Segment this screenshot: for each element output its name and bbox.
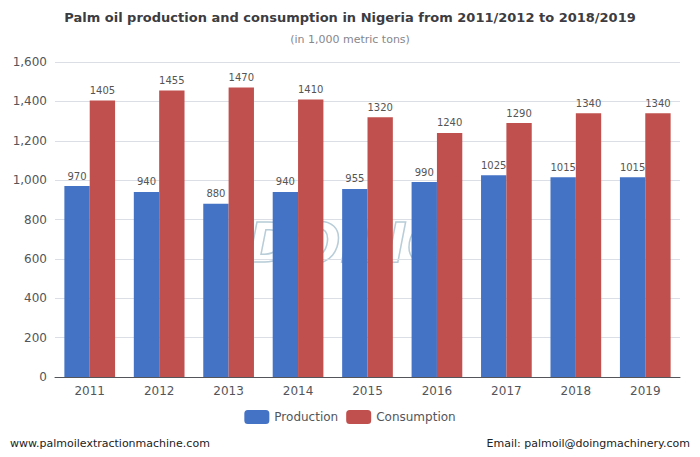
svg-text:940: 940: [276, 176, 295, 187]
svg-text:600: 600: [24, 252, 47, 266]
svg-text:880: 880: [206, 188, 225, 199]
svg-text:Production: Production: [274, 410, 338, 424]
svg-text:1410: 1410: [298, 84, 323, 95]
svg-text:2011: 2011: [74, 384, 105, 398]
svg-text:1455: 1455: [159, 75, 184, 86]
svg-text:www.palmoilextractionmachine.c: www.palmoilextractionmachine.com: [10, 437, 210, 450]
svg-text:2014: 2014: [283, 384, 314, 398]
svg-text:990: 990: [415, 167, 434, 178]
svg-text:0: 0: [39, 370, 47, 384]
svg-text:400: 400: [24, 291, 47, 305]
svg-text:1405: 1405: [90, 85, 115, 96]
svg-text:1470: 1470: [229, 72, 254, 83]
svg-text:1015: 1015: [620, 162, 645, 173]
svg-text:800: 800: [24, 213, 47, 227]
svg-text:1025: 1025: [481, 160, 506, 171]
svg-text:1340: 1340: [576, 98, 601, 109]
svg-text:2012: 2012: [144, 384, 175, 398]
svg-text:1240: 1240: [437, 117, 462, 128]
svg-text:1,400: 1,400: [13, 94, 47, 108]
svg-text:2016: 2016: [422, 384, 453, 398]
svg-text:Palm oil production and consum: Palm oil production and consumption in N…: [64, 10, 635, 25]
svg-text:1340: 1340: [645, 98, 670, 109]
svg-text:2015: 2015: [352, 384, 383, 398]
svg-text:200: 200: [24, 331, 47, 345]
svg-text:2017: 2017: [491, 384, 522, 398]
svg-text:(in 1,000 metric tons): (in 1,000 metric tons): [290, 33, 410, 46]
svg-text:2018: 2018: [561, 384, 592, 398]
svg-text:1015: 1015: [550, 162, 575, 173]
svg-text:940: 940: [137, 176, 156, 187]
svg-text:970: 970: [68, 171, 87, 182]
svg-text:1290: 1290: [506, 108, 531, 119]
svg-text:Consumption: Consumption: [376, 410, 455, 424]
svg-text:1,200: 1,200: [13, 134, 47, 148]
svg-text:2019: 2019: [630, 384, 661, 398]
svg-text:Email: palmoil@doingmachinery.: Email: palmoil@doingmachinery.com: [486, 437, 690, 450]
svg-text:1320: 1320: [367, 102, 392, 113]
svg-text:1,600: 1,600: [13, 55, 47, 69]
svg-text:955: 955: [345, 173, 364, 184]
svg-text:2013: 2013: [213, 384, 244, 398]
svg-text:1,000: 1,000: [13, 173, 47, 187]
